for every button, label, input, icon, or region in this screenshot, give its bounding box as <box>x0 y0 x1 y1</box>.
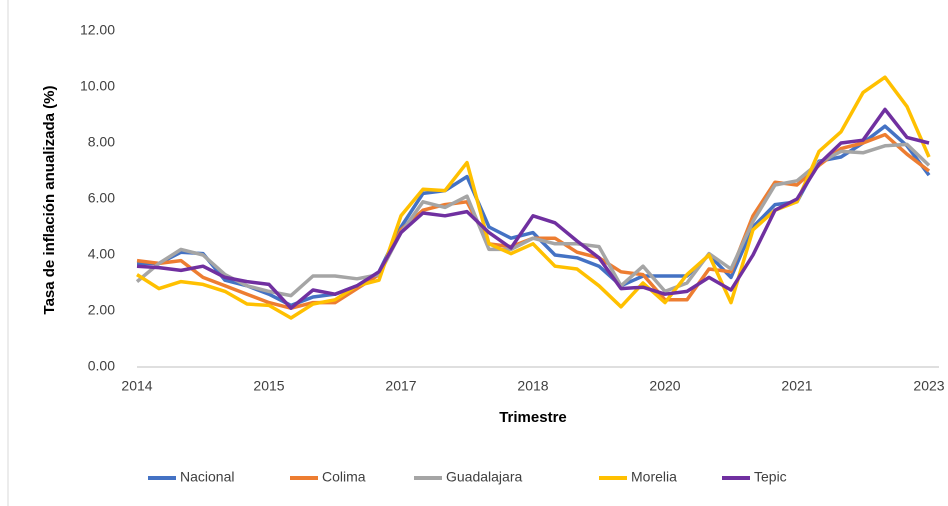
legend-label: Colima <box>322 469 366 485</box>
y-tick-label: 6.00 <box>88 190 115 206</box>
legend-label: Morelia <box>631 469 677 485</box>
x-tick-label: 2015 <box>253 378 284 394</box>
series-line <box>136 75 931 320</box>
x-tick-label: 2018 <box>517 378 548 394</box>
x-tick-label: 2014 <box>121 378 152 394</box>
legend-label: Nacional <box>180 469 234 485</box>
y-tick-label: 12.00 <box>80 22 115 38</box>
x-tick-label: 2017 <box>385 378 416 394</box>
legend-label: Tepic <box>754 469 787 485</box>
y-tick-label: 2.00 <box>88 302 115 318</box>
series-line <box>135 142 931 298</box>
x-axis-title: Trimestre <box>499 409 567 426</box>
x-tick-label: 2021 <box>781 378 812 394</box>
y-tick-label: 10.00 <box>80 78 115 94</box>
y-tick-label: 4.00 <box>88 246 115 262</box>
legend-label: Guadalajara <box>446 469 522 485</box>
x-tick-label: 2020 <box>649 378 680 394</box>
y-tick-label: 0.00 <box>88 358 115 374</box>
series-line <box>136 107 930 310</box>
x-tick-label: 2023 <box>913 378 944 394</box>
y-tick-label: 8.00 <box>88 134 115 150</box>
y-axis-title: Tasa de inflación anualizada (%) <box>41 86 58 315</box>
